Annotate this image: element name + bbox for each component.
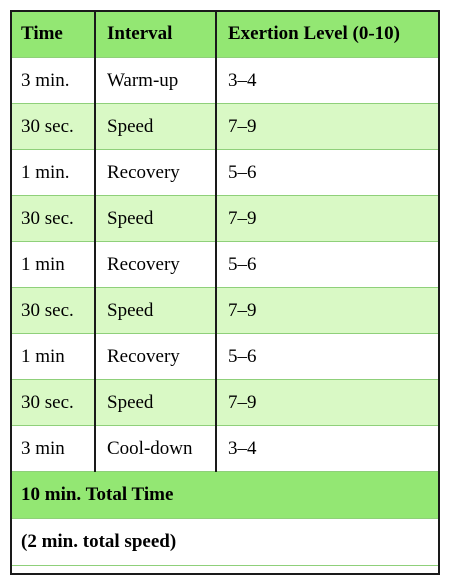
time-cell: 1 min [10, 333, 96, 380]
interval-cell: Speed [95, 287, 217, 334]
exertion-cell: 3–4 [216, 425, 440, 472]
exertion-cell: 3–4 [216, 57, 440, 104]
interval-table: Time Interval Exertion Level (0-10) 3 mi… [10, 10, 440, 566]
interval-cell: Speed [95, 195, 217, 242]
table-row: 30 sec. Speed 7–9 [10, 379, 440, 426]
header-exertion-level: Exertion Level (0-10) [216, 10, 440, 58]
time-cell: 30 sec. [10, 103, 96, 150]
table-row: 3 min Cool-down 3–4 [10, 425, 440, 472]
time-cell: 1 min [10, 241, 96, 288]
exertion-cell: 7–9 [216, 379, 440, 426]
time-cell: 3 min. [10, 57, 96, 104]
interval-cell: Recovery [95, 241, 217, 288]
time-cell: 30 sec. [10, 287, 96, 334]
exertion-cell: 7–9 [216, 287, 440, 334]
time-cell: 30 sec. [10, 379, 96, 426]
interval-cell: Cool-down [95, 425, 217, 472]
time-cell: 1 min. [10, 149, 96, 196]
exertion-cell: 5–6 [216, 241, 440, 288]
table-row: 30 sec. Speed 7–9 [10, 195, 440, 242]
interval-cell: Speed [95, 103, 217, 150]
table-row: 30 sec. Speed 7–9 [10, 103, 440, 150]
interval-cell: Recovery [95, 333, 217, 380]
interval-cell: Speed [95, 379, 217, 426]
total-time-cell: 10 min. Total Time [10, 471, 440, 519]
header-row: Time Interval Exertion Level (0-10) [10, 10, 440, 58]
total-speed-row: (2 min. total speed) [10, 518, 440, 566]
time-cell: 30 sec. [10, 195, 96, 242]
total-time-row: 10 min. Total Time [10, 471, 440, 519]
table-row: 30 sec. Speed 7–9 [10, 287, 440, 334]
table-row: 1 min Recovery 5–6 [10, 241, 440, 288]
time-cell: 3 min [10, 425, 96, 472]
interval-cell: Warm-up [95, 57, 217, 104]
header-time: Time [10, 10, 96, 58]
table-row: 1 min. Recovery 5–6 [10, 149, 440, 196]
exertion-cell: 5–6 [216, 333, 440, 380]
exertion-cell: 5–6 [216, 149, 440, 196]
interval-cell: Recovery [95, 149, 217, 196]
interval-table-container: Time Interval Exertion Level (0-10) 3 mi… [10, 10, 440, 575]
header-interval: Interval [95, 10, 217, 58]
table-row: 1 min Recovery 5–6 [10, 333, 440, 380]
total-speed-cell: (2 min. total speed) [10, 518, 440, 566]
exertion-cell: 7–9 [216, 103, 440, 150]
exertion-cell: 7–9 [216, 195, 440, 242]
table-row: 3 min. Warm-up 3–4 [10, 57, 440, 104]
